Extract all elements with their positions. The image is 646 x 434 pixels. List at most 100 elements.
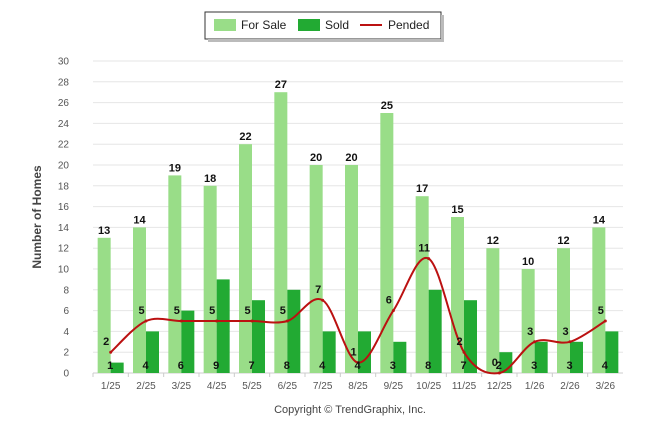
y-tick-label: 0 [63,369,69,380]
pended-line-layer [109,256,607,375]
data-label-pended: 3 [527,326,533,338]
copyright-notice: Copyright © TrendGraphix, Inc. [274,404,426,416]
data-label-sold: 3 [390,360,396,372]
x-tick-label: 9/25 [384,381,404,392]
bar-for-sale[interactable] [486,248,500,373]
legend-item-for-sale[interactable]: For Sale [214,18,287,32]
pended-point[interactable] [179,319,183,323]
pended-point[interactable] [285,319,289,323]
legend-shadow [441,15,444,42]
bar-for-sale[interactable] [97,237,111,373]
data-label-for-sale: 17 [416,183,428,195]
y-axis-label: Number of Homes [30,165,44,269]
bar-sold[interactable] [428,289,442,373]
data-label-sold: 3 [531,360,537,372]
pended-point[interactable] [321,298,325,302]
data-label-pended: 5 [138,305,144,317]
bar-sold[interactable] [570,341,583,373]
data-label-sold: 6 [178,360,184,372]
data-label-for-sale: 10 [522,256,534,268]
bar-sold[interactable] [110,362,124,373]
x-tick-label: 4/25 [207,381,227,392]
data-label-sold: 4 [354,360,361,372]
y-tick-label: 12 [58,244,70,255]
bar-for-sale[interactable] [345,165,358,373]
bar-for-sale[interactable] [415,196,429,373]
data-label-for-sale: 22 [239,131,251,143]
bar-sold[interactable] [605,331,619,373]
legend-swatch-sold [298,19,320,31]
data-label-for-sale: 19 [169,162,181,174]
pended-point[interactable] [356,361,360,365]
data-label-sold: 8 [425,360,431,372]
x-tick-label: 1/26 [525,381,545,392]
y-tick-label: 28 [58,77,70,88]
x-tick-label: 12/25 [487,381,512,392]
x-tick-label: 7/25 [313,381,333,392]
pended-point[interactable] [250,319,254,323]
bar-sold[interactable] [393,341,407,373]
data-label-for-sale: 15 [451,204,463,216]
bar-for-sale[interactable] [274,92,288,373]
data-label-pended: 5 [209,305,215,317]
pended-point[interactable] [144,319,148,323]
bar-sold[interactable] [534,341,548,373]
bar-for-sale[interactable] [309,165,323,373]
data-label-for-sale: 12 [487,235,499,247]
bar-for-sale[interactable] [168,175,182,373]
y-tick-label: 22 [58,140,70,151]
bar-for-sale[interactable] [239,144,252,373]
data-label-pended: 3 [562,326,568,338]
data-label-pended: 5 [280,305,286,317]
bar-sold[interactable] [322,331,336,373]
data-label-for-sale: 14 [593,214,606,226]
pended-line[interactable] [109,256,606,375]
y-tick-label: 8 [63,285,69,296]
bar-sold[interactable] [252,300,265,373]
bar-sold[interactable] [287,289,301,373]
bar-for-sale[interactable] [133,227,146,373]
bar-for-sale[interactable] [521,269,535,373]
x-axis-ticks: 1/25 2/25 3/25 4/25 5/25 6/25 7/25 8/25 9/25 10/2… [92,373,616,392]
pended-point[interactable] [497,371,501,375]
pended-point[interactable] [568,340,572,344]
bar-sold[interactable] [181,310,195,373]
data-label-pended: 2 [456,336,462,348]
pended-point[interactable] [215,319,219,323]
x-tick-label: 2/26 [560,381,580,392]
bar-for-sale[interactable] [451,217,464,373]
pended-point[interactable] [427,257,431,261]
pended-point[interactable] [391,309,395,313]
bar-for-sale[interactable] [380,113,394,373]
bar-sold[interactable] [216,279,230,373]
x-tick-label: 3/26 [596,381,616,392]
data-label-sold: 9 [213,360,219,372]
y-tick-label: 20 [58,161,70,172]
y-tick-label: 2 [63,348,69,359]
data-label-for-sale: 20 [345,152,357,164]
bar-for-sale[interactable] [557,248,570,373]
pended-point[interactable] [462,350,466,354]
x-tick-label: 6/25 [278,381,298,392]
legend-box [204,11,442,40]
data-label-for-sale: 12 [557,235,569,247]
bar-sold[interactable] [464,300,477,373]
data-label-pended: 6 [386,295,392,307]
bar-for-sale[interactable] [203,185,217,373]
bar-for-sale[interactable] [592,227,606,373]
pended-point[interactable] [533,340,537,344]
bar-sold[interactable] [146,331,159,373]
y-tick-label: 26 [58,98,70,109]
legend[interactable]: For Sale Sold Pended [204,11,444,42]
legend-item-pended[interactable]: Pended [360,18,429,32]
x-tick-label: 8/25 [348,381,368,392]
data-label-pended: 0 [492,357,498,369]
data-label-for-sale: 20 [310,152,322,164]
data-label-for-sale: 13 [98,225,110,237]
pended-point[interactable] [109,350,113,354]
legend-item-sold[interactable]: Sold [298,18,349,32]
pended-point[interactable] [603,319,607,323]
data-label-sold: 3 [566,360,572,372]
data-label-sold: 1 [107,360,113,372]
